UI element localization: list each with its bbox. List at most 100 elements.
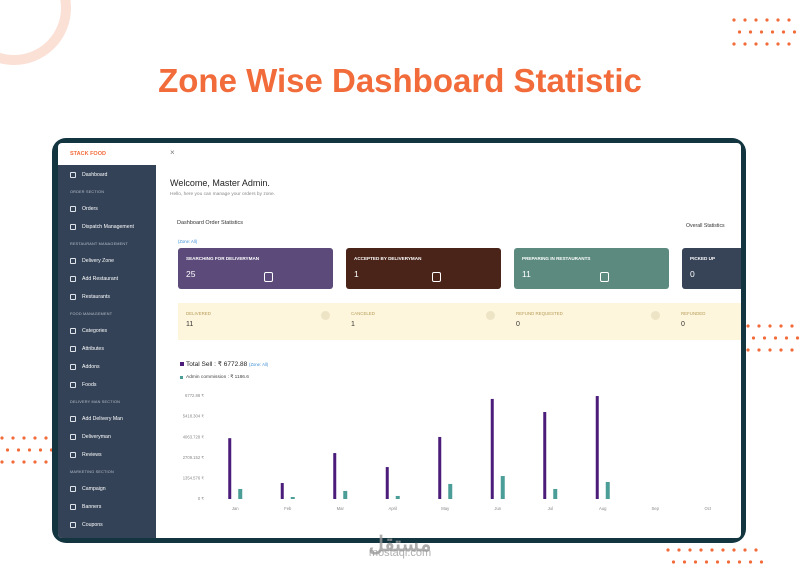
card-value: 11 [522, 269, 531, 279]
dot [715, 560, 720, 564]
dot [33, 460, 37, 464]
dot [779, 348, 783, 352]
dot [11, 436, 15, 440]
summary-value: 0 [516, 321, 520, 328]
dot [677, 548, 681, 552]
summary-label: REFUNDED [681, 311, 706, 316]
sidebar-label: Add Restaurant [82, 276, 119, 282]
sidebar-label: Foods [82, 382, 97, 388]
sidebar-label: Delivery Zone [82, 258, 115, 264]
sidebar-item[interactable]: Orders [58, 200, 156, 218]
dot [773, 336, 778, 340]
card-label: ACCEPTED BY DELIVERYMAN [354, 256, 422, 261]
sidebar-section: FOOD MANAGEMENT [70, 312, 113, 316]
sidebar-label: Reviews [82, 452, 102, 458]
status-card: PICKED UP 0 [682, 248, 741, 289]
sidebar-label: Banners [82, 504, 102, 510]
legend-zone: (Zone: All) [249, 362, 269, 367]
sidebar-icon [70, 382, 76, 388]
sidebar-label: Restaurants [82, 294, 110, 300]
sidebar-item[interactable]: Campaign [58, 480, 156, 498]
dot [721, 548, 725, 552]
card-label: PREPARING IN RESTAURANTS [522, 256, 591, 261]
close-button[interactable]: × [170, 148, 175, 157]
sidebar-label: Dashboard [82, 172, 108, 178]
sidebar-icon [70, 522, 76, 528]
dot [726, 560, 731, 564]
dot [0, 460, 4, 464]
sidebar-item[interactable]: Addons [58, 358, 156, 376]
sidebar: Dashboard ORDER SECTION Orders Dispatch Man… [58, 165, 156, 538]
sidebar-item[interactable]: Foods [58, 376, 156, 394]
dot [11, 460, 15, 464]
sidebar-item[interactable]: Add Delivery Man [58, 410, 156, 428]
summary-value: 1 [351, 321, 355, 328]
sidebar-item[interactable]: Attributes [58, 340, 156, 358]
logo: STACK FOOD [70, 151, 106, 157]
summary-label: CANCELED [351, 311, 375, 316]
sidebar-item[interactable]: Restaurants [58, 288, 156, 306]
sidebar-section: DELIVERY MAN SECTION [70, 400, 121, 404]
dot [5, 448, 10, 452]
dot [757, 324, 761, 328]
legend-entry: Total Sell : ₹ 6772.88 (Zone: All) [186, 360, 268, 368]
dot [790, 348, 794, 352]
dot [759, 30, 764, 34]
sidebar-icon [70, 328, 76, 334]
sidebar-icon [70, 452, 76, 458]
dot [743, 42, 747, 46]
status-card: ACCEPTED BY DELIVERYMAN 1 [346, 248, 501, 289]
card-icon [600, 272, 609, 282]
dot [748, 30, 753, 34]
sidebar-label: Orders [82, 206, 98, 212]
sidebar-item[interactable]: Reviews [58, 446, 156, 464]
dot [790, 324, 794, 328]
dot [757, 348, 761, 352]
legend-entry: Admin commission : ₹ 1186.6 [186, 375, 249, 380]
sidebar-item[interactable]: Deliveryman [58, 428, 156, 446]
dot [779, 324, 783, 328]
sidebar-section: ORDER SECTION [70, 190, 105, 194]
dot [746, 348, 750, 352]
dot [762, 336, 767, 340]
dot [781, 30, 786, 34]
dot [693, 560, 698, 564]
zone-tag: (Zone: All) [178, 239, 198, 244]
legend-swatch [180, 362, 184, 366]
dot [710, 548, 714, 552]
dot [737, 30, 742, 34]
ring [0, 0, 71, 65]
card-icon [432, 272, 441, 282]
sidebar-item[interactable]: Coupons [58, 516, 156, 534]
card-label: SEARCHING FOR DELIVERYMAN [186, 256, 260, 261]
legend-label: Total Sell : ₹ 6772.88 [186, 361, 248, 368]
sidebar-label: Attributes [82, 346, 104, 352]
dot [776, 42, 780, 46]
screen: STACK FOOD × Dashboard ORDER SECTION Order… [58, 143, 741, 538]
dots [0, 18, 800, 564]
sidebar-item[interactable]: Delivery Zone [58, 252, 156, 270]
card-value: 25 [186, 269, 196, 279]
summary-value: 0 [681, 321, 685, 328]
sidebar-item[interactable]: Dispatch Management [58, 218, 156, 236]
dot [682, 560, 687, 564]
sidebar-item[interactable]: Banners [58, 498, 156, 516]
sidebar-item[interactable]: Add Restaurant [58, 270, 156, 288]
dot [792, 30, 797, 34]
card-value: 0 [690, 269, 695, 279]
watermark-arabic: مستقل [368, 533, 432, 556]
sidebar-item[interactable]: Categories [58, 322, 156, 340]
card-value: 1 [354, 269, 359, 279]
sidebar-icon [70, 224, 76, 230]
dot [754, 548, 758, 552]
stats-filter[interactable]: Overall Statistics [686, 223, 725, 229]
sidebar-label: Dispatch Management [82, 224, 134, 230]
sidebar-label: Coupons [82, 522, 103, 528]
headline: Zone Wise Dashboard Statistic [158, 62, 642, 99]
sidebar-item[interactable]: Dashboard [58, 166, 156, 184]
dot [787, 18, 791, 22]
dot [22, 460, 26, 464]
dot [666, 548, 670, 552]
